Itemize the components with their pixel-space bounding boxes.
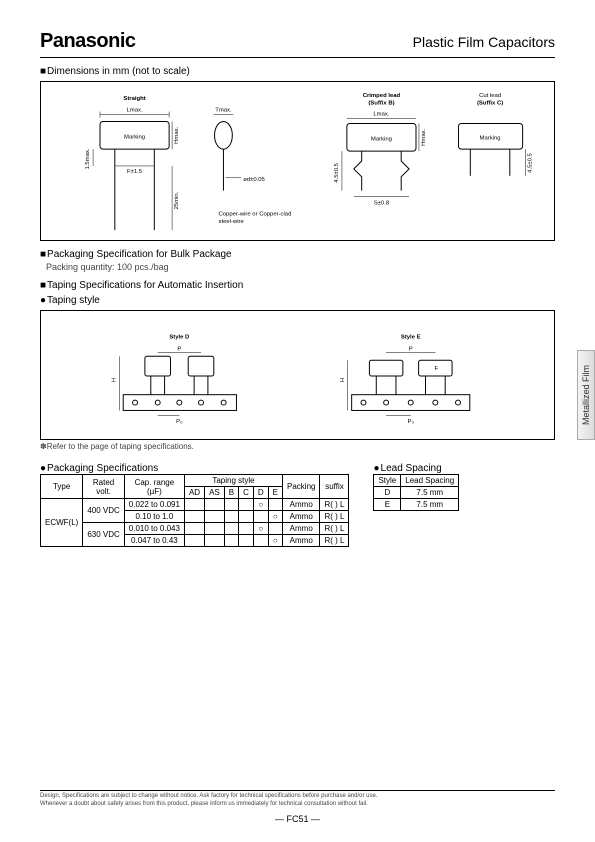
th-style: Style — [374, 475, 401, 487]
label-crimped-1: Crimped lead — [363, 93, 401, 99]
packaging-bulk-qty: Packing quantity: 100 pcs./bag — [46, 262, 555, 272]
brand-logo: Panasonic — [40, 30, 136, 53]
th-d: D — [253, 487, 268, 499]
packaging-spec-table: Type Ratedvolt. Cap. range(µF) Taping st… — [40, 474, 349, 547]
footer-line1: Design, Specifications are subject to ch… — [40, 793, 378, 799]
lead-spacing-title: Lead Spacing — [373, 463, 459, 474]
label-marking-2: Marking — [371, 136, 392, 142]
th-as: AS — [205, 487, 225, 499]
th-cap: Cap. range(µF) — [124, 475, 184, 499]
dimensions-diagram: Straight Lmax. Marking Hmax. 1.5max. F±1… — [40, 81, 555, 241]
th-suffix: suffix — [320, 475, 349, 499]
table-row: ECWF(L) 400 VDC 0.022 to 0.091 ○ Ammo R(… — [41, 499, 349, 511]
side-tab: Metallized Film — [577, 350, 595, 440]
taping-note: ✽Refer to the page of taping specificati… — [40, 442, 555, 451]
table-row: 630 VDC 0.010 to 0.043 ○ Ammo R( ) L — [41, 523, 349, 535]
label-p0-d: P₀ — [176, 419, 183, 425]
label-wire-note-2: steel-wire — [219, 219, 245, 225]
table-row: E 7.5 mm — [374, 499, 459, 511]
th-spacing: Lead Spacing — [401, 475, 459, 487]
product-title: Plastic Film Capacitors — [413, 34, 555, 50]
label-h-d: H — [111, 378, 117, 382]
label-cut-1: Cut lead — [479, 93, 501, 99]
label-1.5max: 1.5max. — [85, 148, 91, 169]
label-straight: Straight — [123, 96, 145, 102]
table-row: D 7.5 mm — [374, 487, 459, 499]
label-f-e: F — [435, 366, 439, 372]
th-b: B — [224, 487, 238, 499]
label-p0-e: P₀ — [408, 419, 415, 425]
th-c: C — [239, 487, 254, 499]
taping-svg: Style D P H P₀ Style E P — [41, 311, 554, 439]
th-packing: Packing — [283, 475, 320, 499]
label-p-e: P — [409, 346, 413, 352]
header: Panasonic Plastic Film Capacitors — [40, 30, 555, 58]
section-packaging-bulk: Packaging Specification for Bulk Package — [40, 249, 555, 260]
taping-style-title: Taping style — [40, 295, 555, 306]
dimensions-svg: Straight Lmax. Marking Hmax. 1.5max. F±1… — [41, 82, 554, 240]
footer-line2: Whenever a doubt about safety arises fro… — [40, 801, 368, 807]
label-marking-1: Marking — [124, 134, 145, 140]
page-number: — FC51 — — [40, 814, 555, 824]
label-f: F±1.5 — [127, 169, 143, 175]
taping-diagram: Style D P H P₀ Style E P — [40, 310, 555, 440]
section-taping: Taping Specifications for Automatic Inse… — [40, 280, 555, 291]
label-lmax: Lmax. — [127, 108, 143, 114]
side-tab-label: Metallized Film — [581, 365, 591, 425]
label-dia: ød±0.05 — [243, 177, 265, 183]
label-marking-3: Marking — [480, 135, 501, 141]
packaging-spec-title: Packaging Specifications — [40, 463, 349, 474]
th-volt: Ratedvolt. — [83, 475, 124, 499]
label-hmax-2: Hmax. — [421, 128, 427, 145]
section-dimensions: Dimensions in mm (not to scale) — [40, 66, 555, 77]
label-25min: 25min. — [174, 191, 180, 209]
label-tmax: Tmax. — [215, 108, 232, 114]
label-p-d: P — [177, 346, 181, 352]
label-wire-note-1: Copper-wire or Copper-clad — [219, 211, 292, 217]
label-hmax-1: Hmax. — [174, 126, 180, 143]
th-e: E — [268, 487, 282, 499]
packaging-spec-block: Packaging Specifications Type Ratedvolt.… — [40, 459, 349, 547]
label-h45-2: 4.5±0.5 — [528, 152, 534, 172]
label-h-e: H — [340, 378, 346, 382]
label-s: S±0.8 — [374, 200, 390, 206]
th-ad: AD — [184, 487, 204, 499]
label-h45-1: 4.5±0.5 — [334, 162, 340, 182]
footer: Design, Specifications are subject to ch… — [40, 790, 555, 824]
label-cut-2: (Suffix C) — [477, 101, 503, 107]
th-type: Type — [41, 475, 83, 499]
th-taping: Taping style — [184, 475, 282, 487]
lead-spacing-block: Lead Spacing Style Lead Spacing D 7.5 mm… — [373, 459, 459, 511]
label-lmax-2: Lmax. — [373, 112, 389, 118]
label-crimped-2: (Suffix B) — [368, 101, 394, 107]
lead-spacing-table: Style Lead Spacing D 7.5 mm E 7.5 mm — [373, 474, 459, 511]
label-style-e: Style E — [401, 335, 421, 341]
label-style-d: Style D — [169, 335, 189, 341]
